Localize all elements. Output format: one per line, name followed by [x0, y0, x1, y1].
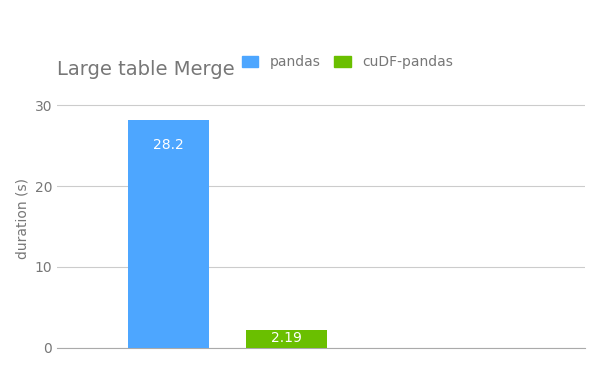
Text: 28.2: 28.2 — [154, 138, 184, 152]
Bar — [128, 120, 209, 348]
Text: Large table Merge: Large table Merge — [57, 60, 235, 79]
Text: 2.19: 2.19 — [271, 331, 302, 345]
Bar — [247, 330, 327, 348]
Legend: pandas, cuDF-pandas: pandas, cuDF-pandas — [236, 50, 458, 75]
Y-axis label: duration (s): duration (s) — [15, 178, 29, 259]
